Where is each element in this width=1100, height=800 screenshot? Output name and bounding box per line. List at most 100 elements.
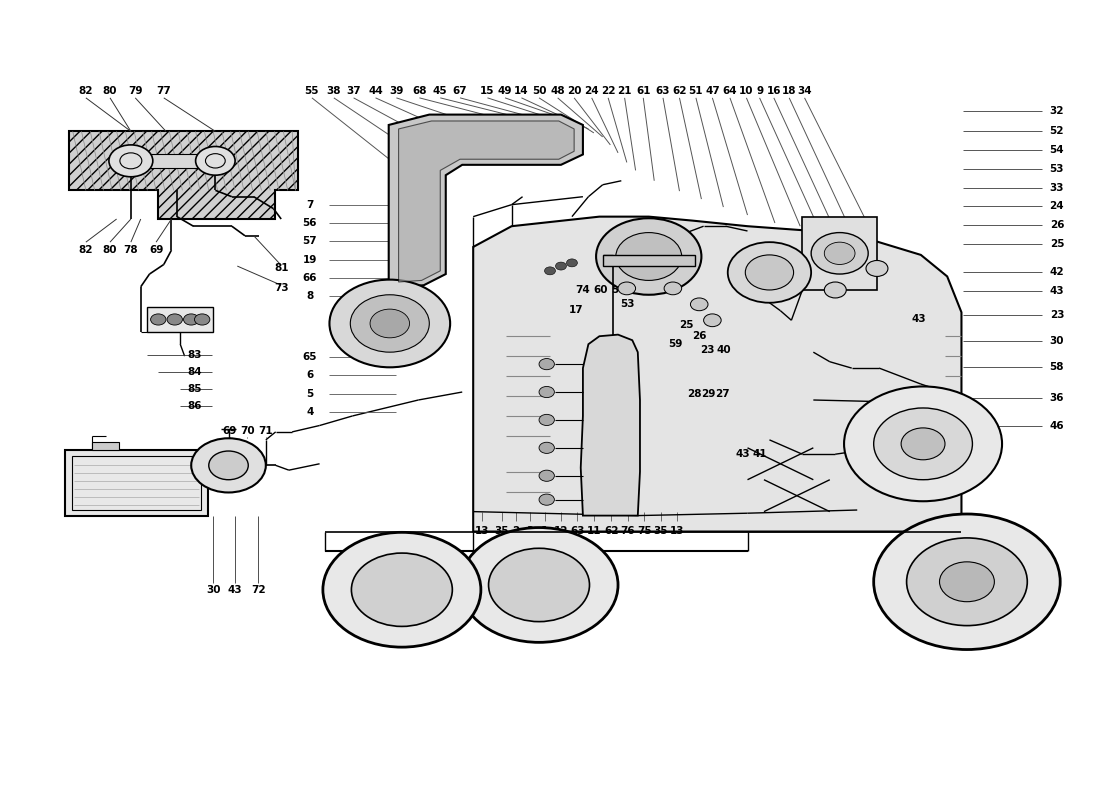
- Text: 17: 17: [569, 305, 584, 315]
- Circle shape: [488, 548, 590, 622]
- Circle shape: [704, 314, 722, 326]
- Text: 69: 69: [148, 245, 163, 255]
- Circle shape: [323, 532, 481, 647]
- Circle shape: [746, 255, 793, 290]
- Text: 61: 61: [636, 86, 650, 97]
- Text: 76: 76: [620, 526, 635, 536]
- Circle shape: [109, 145, 153, 177]
- Text: 62: 62: [672, 86, 686, 97]
- Circle shape: [566, 259, 578, 267]
- Text: 13: 13: [670, 526, 684, 536]
- Text: 38: 38: [327, 86, 341, 97]
- Text: 62: 62: [604, 526, 618, 536]
- Circle shape: [811, 233, 868, 274]
- Text: 29: 29: [701, 389, 715, 398]
- Circle shape: [901, 428, 945, 460]
- Text: 2: 2: [513, 526, 519, 536]
- Circle shape: [196, 146, 235, 175]
- Text: 60: 60: [593, 285, 607, 295]
- Circle shape: [539, 494, 554, 506]
- Text: 26: 26: [692, 331, 706, 342]
- Bar: [72, 456, 201, 510]
- Text: 48: 48: [550, 86, 565, 97]
- Text: 27: 27: [715, 389, 729, 398]
- Text: 85: 85: [187, 384, 201, 394]
- Text: 45: 45: [433, 86, 448, 97]
- Circle shape: [460, 527, 618, 642]
- Polygon shape: [388, 114, 583, 288]
- Text: 10: 10: [739, 86, 754, 97]
- Circle shape: [544, 267, 556, 275]
- Text: 14: 14: [514, 86, 529, 97]
- Text: 9: 9: [756, 86, 763, 97]
- Text: 69: 69: [222, 426, 236, 436]
- Bar: [65, 450, 208, 515]
- Circle shape: [906, 538, 1027, 626]
- Text: 83: 83: [187, 350, 201, 360]
- Text: 37: 37: [346, 86, 361, 97]
- Text: 82: 82: [78, 245, 94, 255]
- Polygon shape: [69, 131, 298, 219]
- Text: 23: 23: [700, 345, 714, 354]
- Text: 34: 34: [798, 86, 812, 97]
- Text: 43: 43: [736, 450, 750, 459]
- Circle shape: [824, 242, 855, 265]
- Text: 47: 47: [705, 86, 719, 97]
- Text: 52: 52: [1049, 126, 1064, 135]
- Polygon shape: [581, 334, 640, 515]
- Text: 57: 57: [302, 236, 317, 246]
- Text: 39: 39: [389, 86, 404, 97]
- Text: 21: 21: [617, 86, 631, 97]
- Circle shape: [866, 261, 888, 277]
- Circle shape: [539, 470, 554, 482]
- Circle shape: [539, 386, 554, 398]
- Text: 70: 70: [240, 426, 254, 436]
- Text: 53: 53: [620, 299, 635, 310]
- Text: 40: 40: [716, 345, 730, 354]
- Text: 32: 32: [1049, 106, 1064, 117]
- Text: 19: 19: [302, 254, 317, 265]
- Circle shape: [844, 386, 1002, 502]
- Circle shape: [351, 553, 452, 626]
- Text: 81: 81: [274, 262, 288, 273]
- Circle shape: [151, 314, 166, 325]
- Bar: [603, 255, 695, 266]
- Text: 31: 31: [761, 264, 776, 274]
- Circle shape: [873, 514, 1060, 650]
- Text: 4: 4: [306, 407, 313, 417]
- Text: 74: 74: [575, 285, 591, 295]
- Text: 11: 11: [586, 526, 601, 536]
- Text: 13: 13: [475, 526, 490, 536]
- Bar: [92, 442, 119, 450]
- Text: 67: 67: [453, 86, 468, 97]
- Text: 44: 44: [368, 86, 383, 97]
- Text: 56: 56: [302, 218, 317, 228]
- Circle shape: [616, 233, 682, 281]
- Circle shape: [728, 242, 811, 302]
- Text: 16: 16: [767, 86, 781, 97]
- Bar: [802, 217, 877, 290]
- Bar: [147, 306, 213, 332]
- Text: 24: 24: [1049, 202, 1064, 211]
- Circle shape: [539, 358, 554, 370]
- Text: 8: 8: [306, 291, 313, 302]
- Text: 73: 73: [274, 282, 288, 293]
- Text: 71: 71: [258, 426, 273, 436]
- Polygon shape: [398, 121, 574, 282]
- Circle shape: [209, 451, 249, 480]
- Circle shape: [539, 442, 554, 454]
- Bar: [131, 154, 216, 168]
- Text: 58: 58: [1049, 362, 1064, 372]
- Text: 1: 1: [541, 526, 548, 536]
- Text: 33: 33: [1049, 183, 1064, 193]
- Text: 68: 68: [412, 86, 427, 97]
- Text: 46: 46: [1049, 421, 1064, 430]
- Text: 51: 51: [689, 86, 703, 97]
- Text: 43: 43: [912, 314, 926, 325]
- Text: 36: 36: [1049, 393, 1064, 402]
- Circle shape: [539, 414, 554, 426]
- Text: 79: 79: [128, 86, 143, 97]
- Text: 78: 78: [123, 245, 139, 255]
- Text: 41: 41: [752, 450, 767, 459]
- Text: 43: 43: [228, 585, 242, 594]
